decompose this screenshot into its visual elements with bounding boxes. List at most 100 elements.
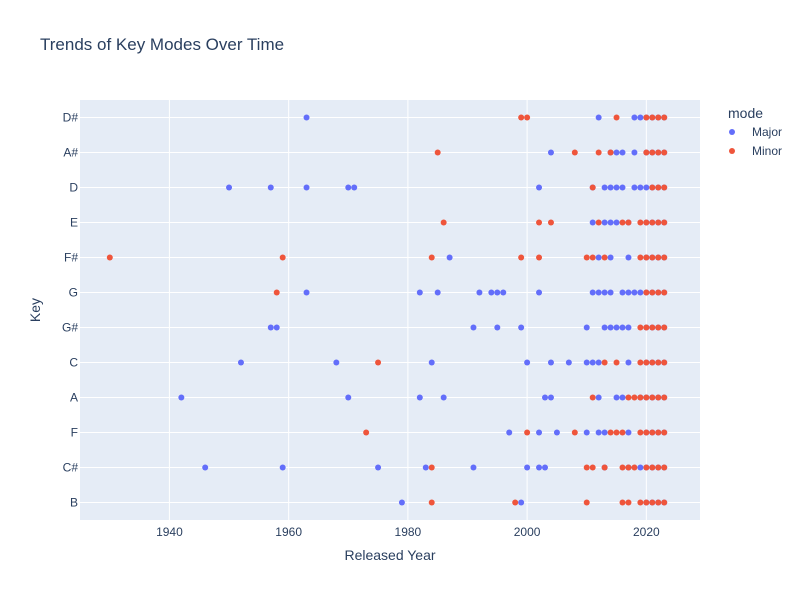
data-point[interactable] (595, 429, 602, 436)
data-point[interactable] (518, 254, 525, 261)
data-point[interactable] (536, 429, 543, 436)
data-point[interactable] (601, 184, 608, 191)
data-point[interactable] (637, 219, 644, 226)
data-point[interactable] (571, 429, 578, 436)
data-point[interactable] (589, 394, 596, 401)
data-point[interactable] (643, 359, 650, 366)
data-point[interactable] (619, 429, 626, 436)
data-point[interactable] (607, 219, 614, 226)
data-point[interactable] (637, 324, 644, 331)
data-point[interactable] (619, 149, 626, 156)
data-point[interactable] (643, 219, 650, 226)
data-point[interactable] (303, 289, 310, 296)
data-point[interactable] (524, 464, 531, 471)
data-point[interactable] (595, 114, 602, 121)
data-point[interactable] (607, 324, 614, 331)
data-point[interactable] (607, 254, 614, 261)
data-point[interactable] (625, 464, 632, 471)
data-point[interactable] (625, 359, 632, 366)
data-point[interactable] (518, 324, 525, 331)
data-point[interactable] (375, 464, 382, 471)
data-point[interactable] (613, 429, 620, 436)
data-point[interactable] (661, 149, 668, 156)
data-point[interactable] (351, 184, 358, 191)
data-point[interactable] (631, 464, 638, 471)
data-point[interactable] (226, 184, 233, 191)
data-point[interactable] (613, 219, 620, 226)
data-point[interactable] (619, 499, 626, 506)
data-point[interactable] (583, 499, 590, 506)
data-point[interactable] (363, 429, 370, 436)
data-point[interactable] (434, 289, 441, 296)
data-point[interactable] (607, 429, 614, 436)
data-point[interactable] (512, 499, 519, 506)
data-point[interactable] (595, 219, 602, 226)
data-point[interactable] (589, 219, 596, 226)
data-point[interactable] (571, 149, 578, 156)
data-point[interactable] (524, 114, 531, 121)
data-point[interactable] (303, 184, 310, 191)
data-point[interactable] (661, 289, 668, 296)
data-point[interactable] (655, 114, 662, 121)
data-point[interactable] (637, 429, 644, 436)
data-point[interactable] (661, 394, 668, 401)
data-point[interactable] (273, 289, 280, 296)
data-point[interactable] (661, 219, 668, 226)
data-point[interactable] (643, 499, 650, 506)
data-point[interactable] (583, 324, 590, 331)
data-point[interactable] (661, 464, 668, 471)
data-point[interactable] (643, 184, 650, 191)
data-point[interactable] (237, 359, 244, 366)
data-point[interactable] (631, 184, 638, 191)
legend-item-major[interactable]: Major (729, 125, 782, 139)
data-point[interactable] (106, 254, 113, 261)
data-point[interactable] (416, 394, 423, 401)
data-point[interactable] (607, 289, 614, 296)
data-point[interactable] (494, 324, 501, 331)
data-point[interactable] (643, 254, 650, 261)
data-point[interactable] (279, 254, 286, 261)
data-point[interactable] (595, 289, 602, 296)
data-point[interactable] (655, 499, 662, 506)
legend[interactable]: mode Major Minor (728, 105, 782, 158)
data-point[interactable] (279, 464, 286, 471)
data-point[interactable] (643, 289, 650, 296)
data-point[interactable] (595, 359, 602, 366)
data-point[interactable] (655, 324, 662, 331)
data-point[interactable] (375, 359, 382, 366)
data-point[interactable] (631, 394, 638, 401)
data-point[interactable] (655, 254, 662, 261)
data-point[interactable] (547, 219, 554, 226)
data-point[interactable] (655, 429, 662, 436)
data-point[interactable] (273, 324, 280, 331)
data-point[interactable] (649, 429, 656, 436)
data-point[interactable] (178, 394, 185, 401)
data-point[interactable] (506, 429, 513, 436)
data-point[interactable] (601, 464, 608, 471)
data-point[interactable] (434, 149, 441, 156)
data-point[interactable] (303, 114, 310, 121)
data-point[interactable] (494, 289, 501, 296)
data-point[interactable] (607, 184, 614, 191)
data-point[interactable] (643, 464, 650, 471)
data-point[interactable] (589, 184, 596, 191)
data-point[interactable] (428, 464, 435, 471)
data-point[interactable] (601, 324, 608, 331)
data-point[interactable] (637, 114, 644, 121)
data-point[interactable] (637, 289, 644, 296)
data-point[interactable] (345, 184, 352, 191)
data-point[interactable] (613, 114, 620, 121)
data-point[interactable] (613, 149, 620, 156)
data-point[interactable] (416, 289, 423, 296)
data-point[interactable] (542, 464, 548, 471)
data-point[interactable] (619, 394, 626, 401)
data-point[interactable] (649, 359, 656, 366)
data-point[interactable] (625, 499, 632, 506)
data-point[interactable] (637, 184, 644, 191)
data-point[interactable] (536, 219, 543, 226)
data-point[interactable] (542, 394, 548, 401)
data-point[interactable] (202, 464, 209, 471)
data-point[interactable] (607, 149, 614, 156)
data-point[interactable] (518, 499, 525, 506)
data-point[interactable] (661, 254, 668, 261)
